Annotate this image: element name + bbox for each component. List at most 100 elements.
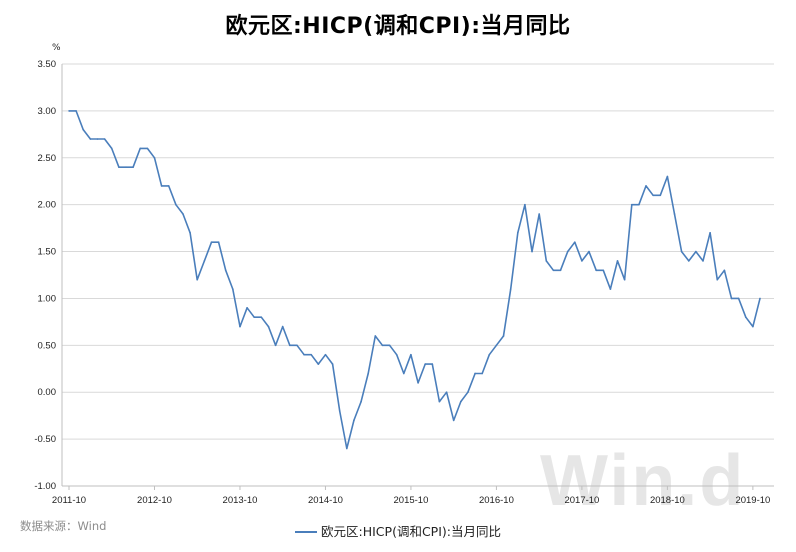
- wind-watermark: Win.d: [540, 441, 746, 521]
- data-point: [609, 288, 612, 290]
- data-point: [381, 344, 384, 347]
- data-point: [481, 372, 483, 375]
- data-point: [246, 307, 248, 309]
- data-point: [196, 278, 199, 281]
- data-point: [666, 175, 669, 178]
- y-tick-label: 3.00: [38, 106, 57, 117]
- data-point: [182, 213, 184, 215]
- source-note: 数据来源：Wind: [20, 519, 107, 533]
- data-point: [545, 260, 548, 262]
- x-tick-label: 2017-10: [564, 495, 599, 506]
- data-point: [324, 353, 327, 356]
- data-point: [616, 260, 619, 262]
- data-point: [118, 166, 120, 168]
- x-tick-label: 2016-10: [479, 495, 514, 506]
- data-point: [175, 203, 177, 206]
- data-point: [353, 419, 355, 422]
- y-tick-label: 1.00: [38, 293, 57, 304]
- data-point: [96, 138, 99, 140]
- data-point: [630, 203, 633, 206]
- data-point: [445, 391, 448, 394]
- x-tick-label: 2015-10: [394, 495, 429, 506]
- x-tick-label: 2019-10: [735, 495, 770, 506]
- data-point: [403, 372, 405, 375]
- data-point: [659, 194, 662, 197]
- data-point: [752, 325, 754, 328]
- data-point: [502, 335, 505, 337]
- data-point: [317, 363, 320, 365]
- y-tick-label: -1.00: [34, 481, 56, 492]
- x-tick-label: 2013-10: [223, 495, 258, 506]
- data-point: [687, 260, 690, 262]
- data-point: [103, 138, 106, 140]
- data-point: [303, 353, 305, 356]
- data-point: [524, 203, 526, 206]
- data-point: [217, 241, 220, 243]
- data-point: [638, 203, 640, 206]
- data-point: [153, 156, 156, 159]
- y-tick-label: 0.00: [38, 387, 57, 398]
- data-point: [346, 447, 348, 450]
- data-point: [559, 269, 562, 272]
- data-point: [588, 250, 590, 253]
- data-point: [424, 363, 426, 365]
- data-point: [296, 344, 298, 347]
- y-tick-label: -0.50: [34, 434, 56, 445]
- data-point: [417, 382, 419, 384]
- data-point: [516, 232, 519, 234]
- data-point: [602, 269, 605, 272]
- data-point: [395, 353, 398, 356]
- data-point: [595, 269, 597, 272]
- data-point: [239, 325, 241, 328]
- y-tick-label: 2.00: [38, 200, 57, 211]
- data-point: [573, 241, 576, 243]
- data-point: [310, 353, 313, 356]
- data-point: [253, 316, 256, 319]
- data-point: [289, 344, 291, 347]
- hicp-series-line: [69, 110, 761, 450]
- data-point: [495, 344, 498, 347]
- x-tick-label: 2011-10: [52, 495, 86, 506]
- y-tick-label: 2.50: [38, 153, 57, 164]
- data-point: [723, 269, 726, 272]
- data-point: [189, 232, 191, 234]
- y-tick-label: 0.50: [38, 340, 57, 351]
- data-point: [232, 288, 234, 290]
- data-point: [203, 260, 206, 262]
- legend: 欧元区:HICP(调和CPI):当月同比: [0, 521, 796, 540]
- legend-label: 欧元区:HICP(调和CPI):当月同比: [321, 524, 501, 539]
- data-point: [388, 344, 391, 347]
- x-tick-label: 2014-10: [308, 495, 343, 506]
- data-point: [338, 410, 341, 412]
- data-point: [744, 316, 747, 319]
- data-point: [210, 241, 213, 243]
- data-point: [645, 185, 647, 187]
- data-point: [146, 147, 149, 150]
- data-point: [680, 250, 683, 253]
- data-point: [709, 232, 711, 234]
- data-point: [467, 391, 469, 394]
- data-point: [652, 194, 654, 197]
- data-point: [110, 147, 113, 150]
- data-point: [89, 138, 92, 140]
- data-point: [552, 269, 555, 272]
- data-point: [410, 353, 412, 356]
- data-point: [673, 213, 676, 215]
- data-point: [160, 185, 163, 187]
- data-point: [68, 110, 70, 112]
- data-point: [566, 250, 569, 253]
- y-tick-label: 1.50: [38, 247, 57, 258]
- y-tick-label: 3.50: [38, 59, 57, 70]
- data-point: [460, 400, 462, 403]
- data-point: [260, 316, 263, 319]
- data-point: [531, 250, 533, 253]
- data-point: [360, 400, 362, 403]
- chart-title: 欧元区:HICP(调和CPI):当月同比: [225, 14, 571, 39]
- data-point: [695, 250, 697, 253]
- data-point: [431, 363, 434, 365]
- data-point: [82, 128, 85, 131]
- data-point: [132, 166, 134, 168]
- data-point: [538, 213, 540, 215]
- data-point: [224, 269, 227, 272]
